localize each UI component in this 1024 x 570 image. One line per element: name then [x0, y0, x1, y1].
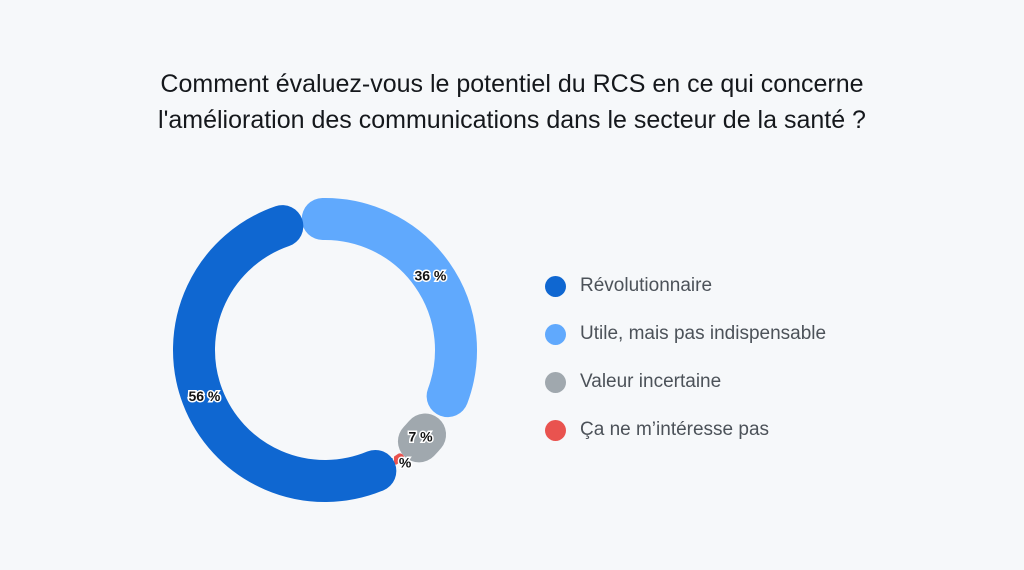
legend-swatch — [545, 323, 566, 345]
legend-item-pas-interesse: Ça ne m’intéresse pas — [545, 406, 826, 454]
data-label-0: 56 % — [188, 388, 220, 404]
chart-title-line-1: Comment évaluez-vous le potentiel du RCS… — [160, 70, 864, 98]
legend: Révolutionnaire Utile, mais pas indispen… — [545, 262, 826, 454]
legend-swatch — [545, 419, 566, 441]
legend-swatch — [545, 371, 566, 393]
donut-segment-3 — [390, 453, 404, 466]
chart-title: Comment évaluez-vous le potentiel du RCS… — [0, 66, 1024, 138]
data-label-2: 7 % — [409, 429, 434, 445]
legend-label: Valeur incertaine — [580, 371, 722, 392]
legend-swatch — [545, 275, 566, 297]
donut-segment-2 — [397, 413, 447, 463]
legend-item-revolutionnaire: Révolutionnaire — [545, 262, 826, 310]
donut-segment-0 — [173, 205, 397, 502]
legend-label: Révolutionnaire — [580, 275, 713, 296]
data-label-1: 36 % — [414, 268, 446, 284]
legend-label: Utile, mais pas indispensable — [580, 323, 827, 344]
legend-label: Ça ne m’intéresse pas — [580, 419, 770, 440]
legend-item-utile: Utile, mais pas indispensable — [545, 310, 826, 358]
chart-title-line-2: l'amélioration des communications dans l… — [158, 106, 866, 134]
legend-item-valeur-incertaine: Valeur incertaine — [545, 358, 826, 406]
donut-segment-1 — [301, 198, 477, 418]
